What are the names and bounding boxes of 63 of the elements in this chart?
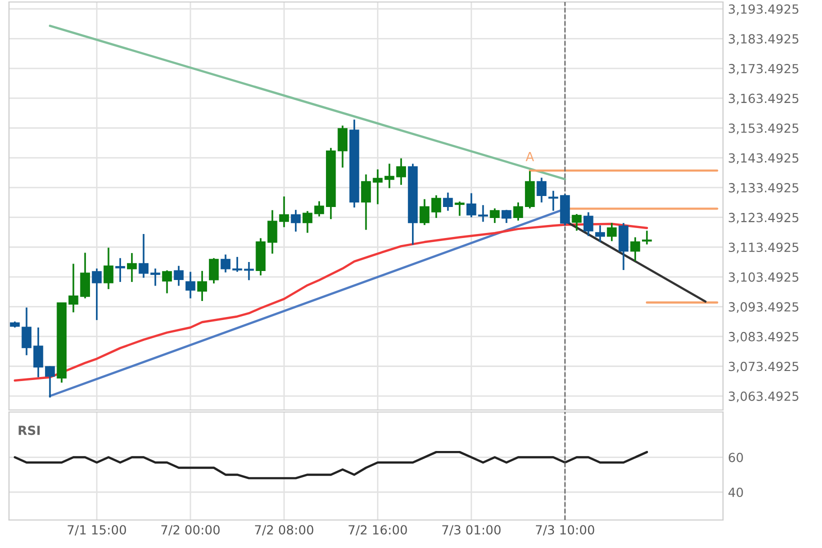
- candlestick: [630, 236, 640, 262]
- y-tick-label: 3,083.4925: [728, 332, 798, 343]
- candlestick: [548, 190, 558, 212]
- candlestick: [220, 254, 230, 274]
- y-tick-label: 3,093.4925: [728, 302, 798, 313]
- candlestick: [443, 192, 453, 212]
- x-tick-label: 7/2 08:00: [255, 525, 314, 536]
- candlestick: [45, 365, 55, 398]
- y-tick-label: 3,123.4925: [728, 212, 798, 224]
- x-tick-label: 7/2 16:00: [348, 525, 407, 536]
- candlestick: [536, 176, 546, 204]
- candlestick: [197, 270, 208, 302]
- y-tick-label: 3,173.4925: [728, 64, 798, 75]
- line-series: [14, 222, 648, 382]
- x-tick-label: 7/2 00:00: [161, 525, 220, 536]
- candlestick: [454, 200, 465, 217]
- x-tick-label: 7/1 15:00: [68, 525, 126, 536]
- candlestick: [595, 224, 606, 243]
- candlestick: [174, 265, 184, 287]
- candlestick: [244, 261, 254, 281]
- y-tick-label: 3,063.4925: [728, 391, 798, 402]
- y-tick-label: 40: [728, 488, 743, 498]
- candlestick: [208, 257, 219, 284]
- y-tick-label: 3,163.4925: [728, 94, 798, 104]
- candlestick: [513, 202, 524, 222]
- candlestick: [314, 200, 324, 218]
- annotation: A: [526, 152, 534, 162]
- x-tick-label: 7/3 10:00: [536, 525, 594, 536]
- candlestick: [22, 306, 32, 356]
- candlestick: [572, 213, 582, 232]
- candlestick: [606, 222, 617, 242]
- candlestick: [642, 230, 652, 246]
- line-series: [14, 450, 648, 480]
- y-tick-label: 3,183.4925: [728, 34, 798, 45]
- candlestick: [126, 252, 137, 283]
- candlestick: [583, 211, 594, 237]
- x-tick-label: 7/3 01:00: [442, 525, 501, 536]
- candlestick: [372, 168, 383, 206]
- candlestick: [420, 198, 430, 226]
- candlestick: [431, 194, 442, 219]
- candlestick: [186, 270, 196, 300]
- candlestick: [33, 326, 44, 378]
- candlestick: [92, 268, 102, 321]
- text: RSI: [18, 426, 40, 436]
- candlestick: [162, 269, 172, 294]
- y-tick-label: 3,143.4925: [728, 153, 798, 164]
- candlestick: [232, 256, 242, 273]
- y-tick-label: 3,193.4925: [728, 4, 798, 16]
- y-tick-label: 60: [728, 452, 743, 462]
- candlestick: [104, 246, 114, 290]
- candlestick: [361, 174, 371, 231]
- candlestick: [138, 233, 149, 279]
- y-tick-label: 3,133.4925: [728, 183, 798, 194]
- candlestick: [302, 210, 312, 234]
- y-tick-label: 3,073.4925: [728, 362, 798, 372]
- candlestick: [150, 268, 160, 287]
- y-tick-label: 3,103.4925: [728, 272, 798, 284]
- candlestick: [490, 208, 500, 224]
- candlestick: [115, 257, 126, 283]
- candlestick: [290, 209, 301, 232]
- y-tick-label: 3,153.4925: [728, 123, 798, 134]
- y-tick-label: 3,113.4925: [728, 242, 798, 254]
- candlestick: [502, 209, 512, 224]
